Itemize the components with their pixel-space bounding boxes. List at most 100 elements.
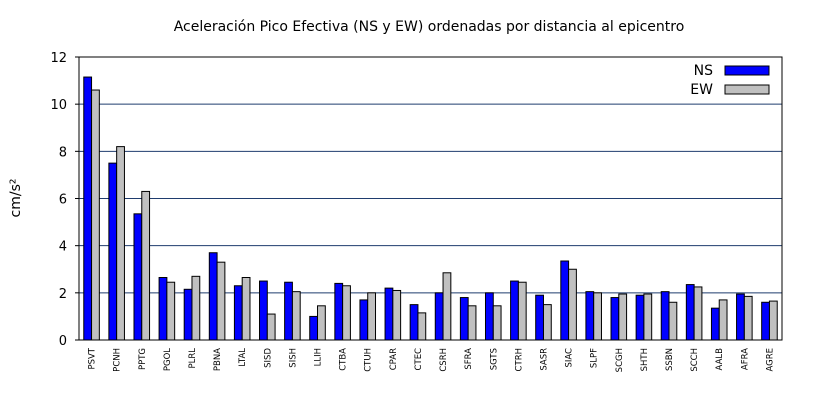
bar-ew xyxy=(668,301,678,341)
x-axis-labels: PSVT PCNH PPTG PGOL PLRL PBNA LTAL SISD SISH LLIH… xyxy=(88,347,776,372)
bar-ew xyxy=(693,286,703,341)
bar-ns xyxy=(158,277,168,341)
x-tick-label: SISD xyxy=(263,348,273,368)
bar-ns xyxy=(685,284,695,341)
x-tick-label: SASR xyxy=(539,348,549,371)
bar-ew xyxy=(342,285,351,341)
bar-ew xyxy=(367,292,377,341)
bar-ns xyxy=(409,304,419,341)
bar-ns xyxy=(284,281,293,341)
x-tick-label: CTUH xyxy=(364,348,374,372)
bar-ns xyxy=(761,301,770,341)
x-tick-label: PGOL xyxy=(163,348,173,371)
bar-ew xyxy=(317,305,326,341)
bar-ns xyxy=(208,252,218,341)
bar-ns xyxy=(183,288,193,341)
y-axis-ticks: 0 2 4 6 8 10 12 xyxy=(50,51,79,349)
bar-ns xyxy=(459,297,469,341)
x-tick-label: SISH xyxy=(288,348,298,368)
x-tick-label: LLIH xyxy=(314,348,324,366)
bar-ew xyxy=(618,293,628,341)
bar-ns xyxy=(259,280,268,341)
x-tick-label: CTBA xyxy=(339,348,349,371)
x-tick-label: SHTH xyxy=(640,348,650,371)
bar-ew xyxy=(191,275,201,341)
bar-ew xyxy=(542,304,552,341)
bar-ns xyxy=(334,282,344,341)
bar-ns xyxy=(635,294,645,341)
bar-ew xyxy=(166,281,176,341)
bar-ew xyxy=(116,146,125,341)
grid-lines xyxy=(79,103,782,294)
y-tick-label: 6 xyxy=(59,193,67,208)
bar-ns xyxy=(359,299,369,341)
bar-ns xyxy=(434,292,444,341)
legend-label: EW xyxy=(690,82,713,98)
bar-ew xyxy=(492,305,502,341)
bar-ew xyxy=(768,300,778,341)
x-tick-label: PBNA xyxy=(213,348,223,371)
bars xyxy=(83,76,778,341)
x-tick-label: PLRL xyxy=(188,348,198,369)
bar-ew xyxy=(266,313,276,341)
legend-swatch-ns xyxy=(724,65,770,76)
legend-swatch-ew xyxy=(724,84,770,95)
bar-ew xyxy=(141,190,151,341)
bar-ew xyxy=(593,292,602,341)
bar-ew xyxy=(643,293,653,341)
bar-ew xyxy=(392,289,402,341)
y-tick-label: 4 xyxy=(59,240,67,255)
bar-ns xyxy=(710,307,720,341)
bar-ns xyxy=(560,260,570,341)
y-tick-label: 0 xyxy=(59,334,67,349)
y-tick-label: 8 xyxy=(59,145,67,160)
x-tick-label: LTAL xyxy=(238,348,248,367)
x-tick-label: CPAR xyxy=(389,348,399,370)
bar-ew xyxy=(91,89,100,341)
x-tick-label: SLPF xyxy=(590,348,600,368)
bar-ew xyxy=(417,312,427,341)
x-tick-label: SCCH xyxy=(690,348,700,372)
x-tick-label: SCGH xyxy=(615,348,625,372)
y-axis-label: cm/s² xyxy=(8,179,24,218)
x-tick-label: SSBN xyxy=(665,348,675,371)
bar-ew xyxy=(291,291,301,341)
bar-ew xyxy=(568,268,577,341)
bar-ns xyxy=(535,294,544,341)
x-tick-label: SIAC xyxy=(565,348,575,368)
x-tick-label: AFRA xyxy=(740,348,750,370)
bar-ns xyxy=(660,291,670,341)
x-tick-label: CSRH xyxy=(439,348,449,372)
bar-ns xyxy=(510,280,519,341)
legend: NS EW xyxy=(690,63,770,98)
bar-ns xyxy=(133,213,143,341)
x-tick-label: AGRE xyxy=(765,348,775,372)
bar-ns xyxy=(736,293,745,341)
x-tick-label: SFRA xyxy=(464,348,474,370)
bar-ew xyxy=(517,281,527,341)
legend-label: NS xyxy=(694,63,713,79)
x-tick-label: CTEC xyxy=(414,348,424,370)
y-tick-label: 12 xyxy=(50,51,67,66)
bar-ew xyxy=(718,299,728,341)
bar-ew xyxy=(241,277,251,341)
bar-ns xyxy=(585,291,595,341)
y-tick-label: 2 xyxy=(59,287,67,302)
bar-ns xyxy=(233,285,243,341)
y-tick-label: 10 xyxy=(50,98,67,113)
bar-ns xyxy=(83,76,93,341)
chart-title: Aceleración Pico Efectiva (NS y EW) orde… xyxy=(174,19,685,35)
bar-ns xyxy=(309,315,319,341)
x-tick-label: CTRH xyxy=(514,348,524,371)
bar-ew xyxy=(442,272,452,341)
x-tick-label: PSVT xyxy=(88,347,98,369)
x-tick-label: SGTS xyxy=(489,348,499,370)
x-tick-label: PPTG xyxy=(138,348,148,370)
x-tick-label: PCNH xyxy=(113,348,123,372)
x-tick-label: AALB xyxy=(715,348,725,371)
bar-ns xyxy=(610,297,620,341)
bar-ew xyxy=(743,295,753,341)
bar-ns xyxy=(484,292,494,341)
bar-ew xyxy=(216,261,226,341)
